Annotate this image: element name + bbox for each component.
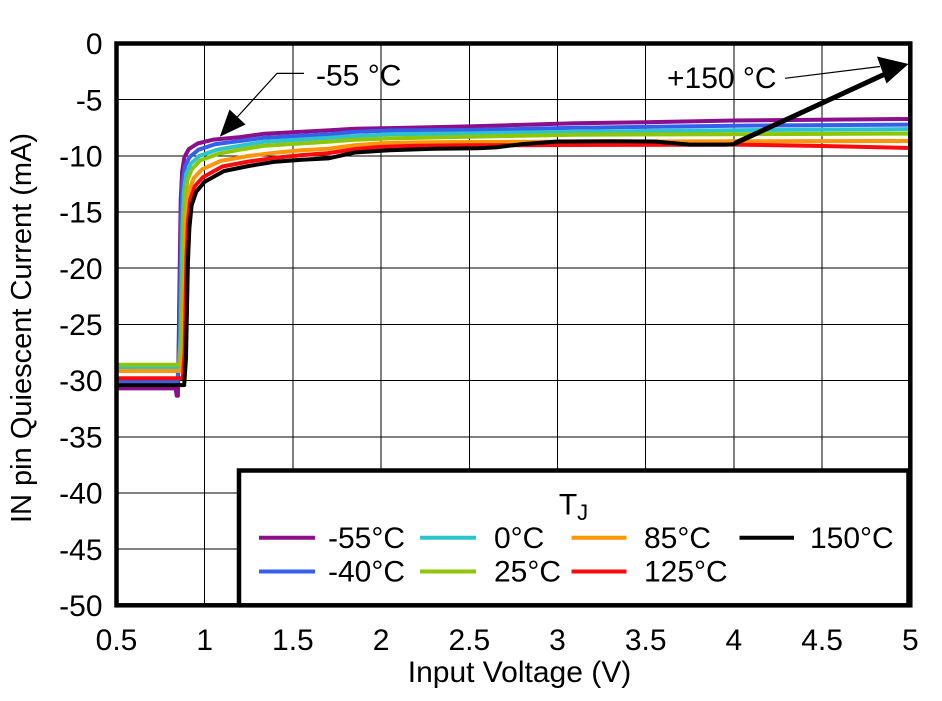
svg-text:0.5: 0.5: [96, 624, 138, 657]
svg-text:+150 °C: +150 °C: [667, 62, 777, 95]
svg-text:150°C: 150°C: [810, 522, 894, 555]
svg-text:85°C: 85°C: [644, 522, 711, 555]
svg-text:3: 3: [549, 624, 566, 657]
svg-text:-5: -5: [76, 84, 103, 117]
svg-text:-15: -15: [59, 197, 102, 230]
svg-text:5: 5: [902, 624, 919, 657]
svg-text:4: 4: [726, 624, 743, 657]
svg-text:2.5: 2.5: [448, 624, 490, 657]
svg-text:-45: -45: [59, 534, 102, 567]
svg-text:Input Voltage (V): Input Voltage (V): [408, 656, 631, 689]
svg-text:-25: -25: [59, 309, 102, 342]
svg-text:125°C: 125°C: [644, 556, 728, 589]
svg-text:-40: -40: [59, 478, 102, 511]
svg-text:-35: -35: [59, 421, 102, 454]
svg-text:TJ: TJ: [559, 489, 588, 526]
svg-text:25°C: 25°C: [494, 556, 561, 589]
svg-text:-20: -20: [59, 253, 102, 286]
svg-text:3.5: 3.5: [625, 624, 667, 657]
svg-text:1.5: 1.5: [272, 624, 314, 657]
svg-text:0°C: 0°C: [494, 522, 544, 555]
svg-text:-10: -10: [59, 141, 102, 174]
svg-text:-55°C: -55°C: [328, 522, 405, 555]
svg-text:-40°C: -40°C: [328, 556, 405, 589]
svg-text:-55 °C: -55 °C: [316, 60, 401, 93]
svg-text:-50: -50: [59, 590, 102, 623]
svg-text:-30: -30: [59, 365, 102, 398]
svg-text:0: 0: [86, 28, 103, 61]
svg-text:1: 1: [196, 624, 213, 657]
svg-text:IN pin Quiescent Current (mA): IN pin Quiescent Current (mA): [6, 133, 38, 523]
svg-text:4.5: 4.5: [801, 624, 843, 657]
svg-text:2: 2: [373, 624, 390, 657]
